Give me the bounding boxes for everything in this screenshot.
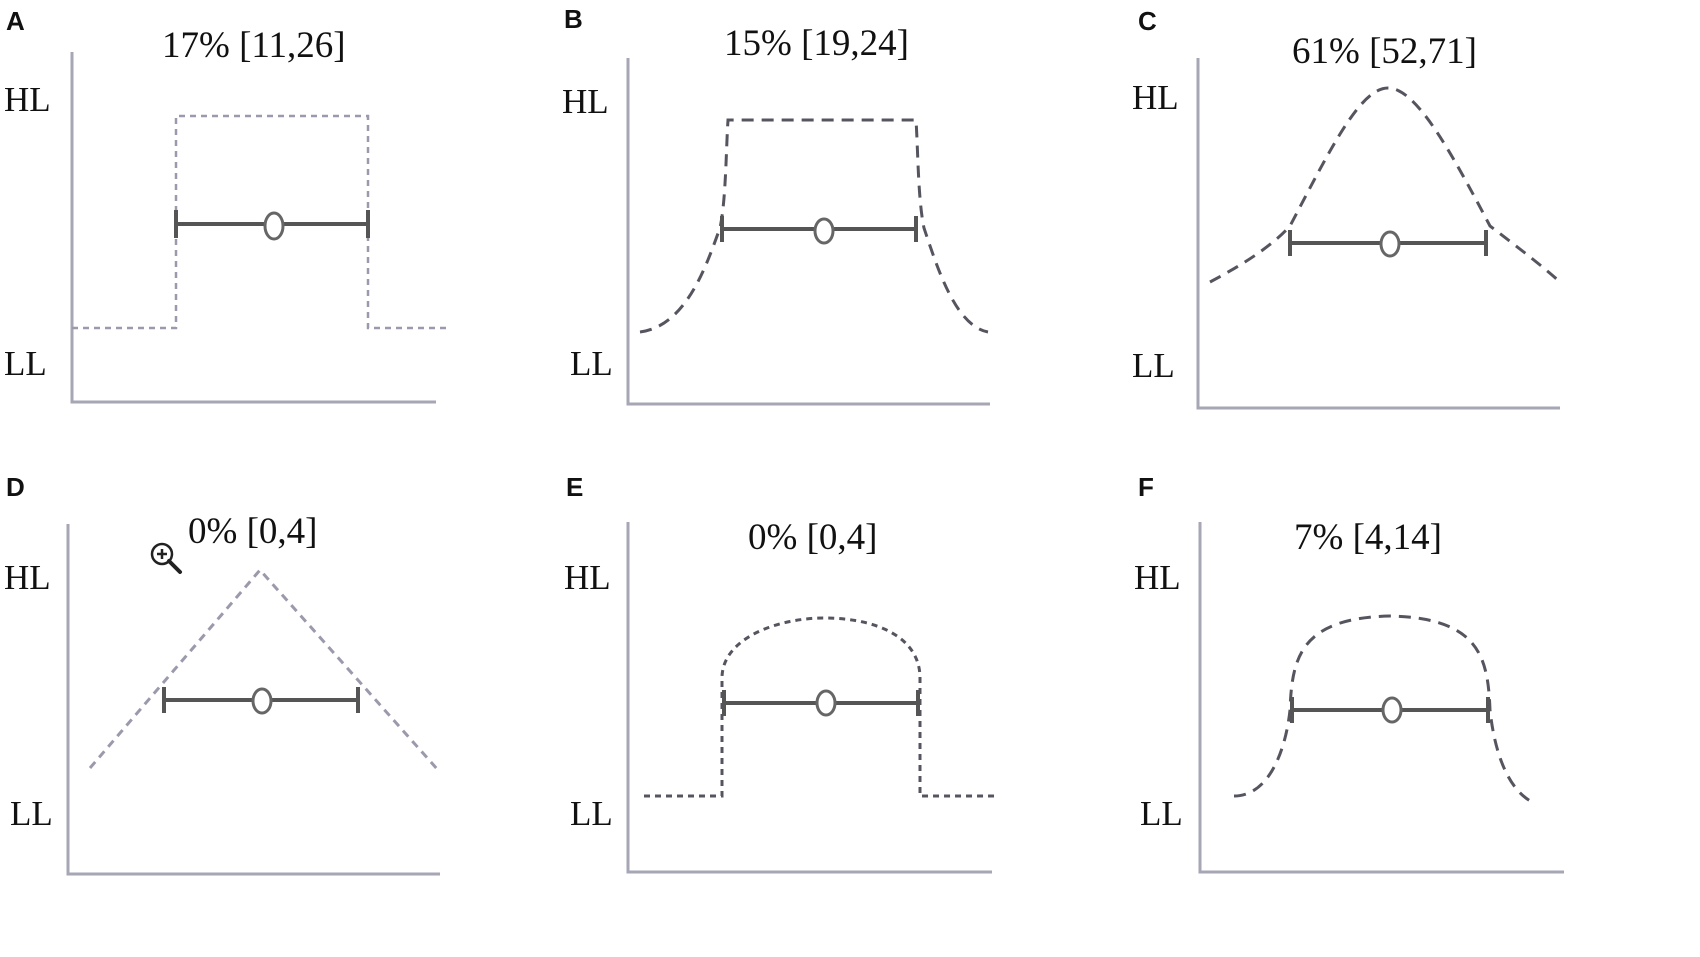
y-axis-and-x-axis [70,52,436,404]
low-level-label: LL [570,344,613,383]
low-level-label: LL [4,344,47,383]
zoom-in-icon[interactable] [148,540,184,576]
likelihood-curve [1233,614,1533,804]
panel-result: 7% [4,14] [1294,517,1442,558]
panel-letter: E [566,472,584,502]
panel-f: F 7% [4,14] HL LL [1130,472,1696,956]
panel-result: 15% [19,24] [724,23,909,64]
high-level-label: HL [562,82,609,121]
high-level-label: HL [4,558,51,597]
panel-result: 0% [0,4] [748,517,878,558]
panel-e: E 0% [0,4] HL LL [558,472,1124,956]
low-level-label: LL [570,794,613,833]
panel-d-diagram [66,524,440,876]
low-level-label: LL [1132,346,1175,385]
panel-letter: C [1138,6,1157,36]
panel-letter: F [1138,472,1154,502]
likelihood-curve [72,114,448,330]
point-estimate-marker [813,217,835,245]
y-axis-and-x-axis [1196,58,1560,410]
high-level-label: HL [1132,78,1179,117]
y-axis-and-x-axis [66,524,440,876]
y-axis-and-x-axis [626,58,990,406]
panel-f-diagram [1198,522,1564,874]
high-level-label: HL [1134,558,1181,597]
y-axis-and-x-axis [626,522,992,874]
likelihood-curve [88,567,440,771]
high-level-label: HL [564,558,611,597]
panel-result: 0% [0,4] [188,511,318,552]
panel-result: 61% [52,71] [1292,31,1477,72]
likelihood-curve [1209,86,1562,284]
point-estimate-marker [1379,230,1401,258]
low-level-label: LL [10,794,53,833]
likelihood-curve [639,118,989,334]
point-estimate-marker [251,687,273,715]
panel-letter: A [6,6,25,36]
panel-b: B 15% [19,24] HL LL [558,0,1124,478]
low-level-label: LL [1140,794,1183,833]
panel-c: C 61% [52,71] HL LL [1130,0,1696,478]
high-level-label: HL [4,80,51,119]
y-axis-and-x-axis [1198,522,1564,874]
point-estimate-marker [1381,696,1403,724]
panel-result: 17% [11,26] [162,25,346,66]
panel-a-diagram [70,52,448,404]
panel-c-diagram [1196,58,1562,410]
panel-letter: B [564,4,583,34]
panel-letter: D [6,472,25,502]
panel-e-diagram [626,522,998,874]
panel-d: D 0% [0,4] HL LL [0,472,566,956]
panel-b-diagram [626,58,990,406]
point-estimate-marker [815,689,837,717]
point-estimate-marker [263,211,285,241]
panel-a: A 17% [11,26] HL LL [0,0,566,478]
